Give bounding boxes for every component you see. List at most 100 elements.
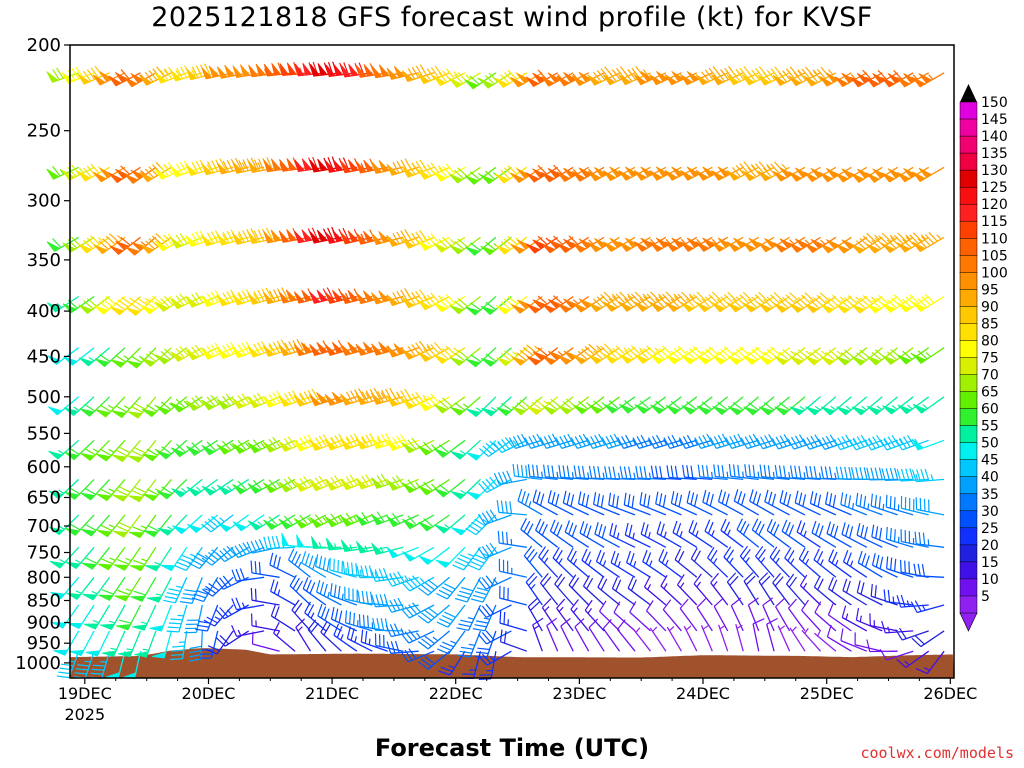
wind-barb	[417, 650, 451, 670]
wind-barb	[681, 396, 713, 415]
wind-barb	[93, 233, 126, 255]
wind-barb	[124, 166, 157, 184]
wind-barb	[696, 346, 729, 365]
wind-barb	[247, 439, 280, 454]
colorbar-label: 95	[981, 282, 999, 298]
wind-barb	[474, 630, 497, 658]
wind-barb	[437, 630, 466, 655]
wind-barb	[231, 568, 265, 582]
wind-barb	[595, 549, 620, 578]
wind-barb	[109, 296, 141, 316]
x-axis-label: Forecast Time (UTC)	[374, 734, 650, 762]
wind-barb	[101, 630, 126, 657]
wind-barb	[552, 546, 574, 578]
wind-barb	[597, 575, 621, 606]
wind-barb	[195, 604, 219, 632]
wind-barb	[525, 572, 543, 606]
wind-barb	[582, 575, 605, 606]
wind-barb	[143, 514, 172, 538]
wind-barb	[817, 434, 852, 451]
wind-barb	[478, 650, 512, 666]
wind-barb	[127, 396, 157, 419]
wind-barb	[688, 520, 713, 548]
wind-barb	[676, 574, 698, 606]
wind-barb	[915, 497, 945, 516]
wind-barb	[723, 546, 744, 578]
wind-barb	[82, 576, 111, 601]
wind-barb	[619, 466, 651, 481]
wind-barb	[163, 577, 188, 604]
wind-barb	[201, 514, 234, 533]
wind-barb	[402, 546, 435, 562]
wind-barb	[915, 650, 945, 675]
y-tick-label: 750	[27, 543, 61, 564]
wind-barb	[848, 434, 883, 451]
wind-barb	[472, 604, 497, 632]
wind-barb	[779, 490, 806, 516]
colorbar-label: 65	[981, 385, 999, 401]
wind-barb	[865, 166, 899, 183]
wind-barb	[752, 618, 765, 652]
wind-barb	[479, 439, 512, 458]
wind-barb	[455, 576, 482, 603]
wind-barb	[201, 546, 234, 566]
y-tick-label: 600	[27, 457, 61, 478]
colorbar-swatch	[959, 527, 978, 546]
wind-barb	[149, 604, 173, 632]
chart-title: 2025121818 GFS forecast wind profile (kt…	[151, 2, 873, 33]
wind-barb	[871, 524, 898, 548]
colorbar-label: 140	[981, 129, 1008, 145]
wind-barb	[417, 292, 450, 311]
wind-barb	[279, 62, 311, 76]
wind-barb	[842, 550, 868, 578]
wind-barb	[586, 433, 620, 450]
wind-barb	[857, 550, 883, 578]
wind-barb	[139, 233, 172, 254]
wind-barb	[418, 546, 450, 565]
wind-barb	[871, 553, 898, 578]
wind-barb	[417, 341, 450, 362]
wind-barb	[144, 546, 172, 572]
wind-barb	[93, 166, 126, 183]
wind-barb	[825, 491, 852, 516]
wind-barb	[672, 520, 698, 548]
wind-barb	[465, 347, 497, 368]
wind-barb	[639, 492, 667, 516]
wind-barb	[747, 597, 760, 632]
wind-barb	[281, 532, 311, 548]
wind-barb	[269, 552, 296, 578]
wind-barb	[48, 514, 80, 536]
wind-barb	[263, 535, 296, 550]
wind-barb	[401, 478, 435, 494]
wind-barb	[743, 572, 760, 606]
colorbar-label: 75	[981, 351, 999, 367]
wind-barb	[717, 624, 729, 652]
wind-barb	[819, 236, 852, 254]
colorbar-swatch	[959, 255, 978, 274]
wind-barb	[658, 549, 682, 578]
wind-barb	[736, 518, 760, 548]
wind-barb	[900, 529, 929, 548]
wind-barb	[679, 598, 698, 632]
wind-barb	[64, 478, 95, 500]
wind-barb	[885, 494, 914, 516]
wind-barb	[511, 344, 543, 366]
wind-barb	[613, 601, 636, 632]
credit-link[interactable]: coolwx.com/models	[860, 744, 1014, 762]
wind-barb	[866, 396, 899, 416]
wind-barb	[796, 520, 821, 548]
wind-barb	[355, 341, 388, 356]
wind-barb	[340, 539, 373, 552]
wind-barb	[914, 531, 945, 548]
wind-barb	[320, 621, 342, 652]
wind-barb	[896, 594, 929, 608]
x-tick-label: 25DEC	[800, 684, 854, 703]
wind-barb	[541, 72, 574, 87]
wind-barb	[910, 600, 945, 614]
wind-barb	[433, 294, 466, 313]
wind-barb	[360, 629, 388, 652]
wind-barb	[434, 478, 466, 498]
wind-barb	[417, 393, 450, 412]
wind-barb	[465, 514, 497, 536]
wind-barb	[851, 396, 883, 416]
